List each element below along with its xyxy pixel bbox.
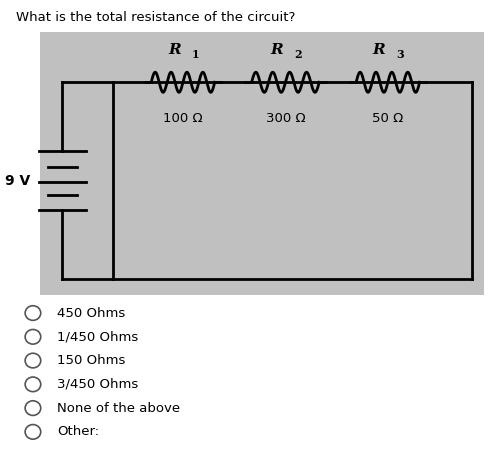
Text: Other:: Other: [57,425,99,438]
Text: 1: 1 [192,49,200,60]
FancyBboxPatch shape [40,32,484,295]
Text: 3: 3 [397,49,405,60]
Text: 150 Ohms: 150 Ohms [57,354,125,367]
Text: R: R [270,43,283,57]
Text: 3/450 Ohms: 3/450 Ohms [57,378,139,391]
Text: 450 Ohms: 450 Ohms [57,307,125,319]
Text: R: R [168,43,180,57]
Text: What is the total resistance of the circuit?: What is the total resistance of the circ… [16,11,295,24]
Text: 9 V: 9 V [5,174,31,187]
Text: None of the above: None of the above [57,402,180,414]
Text: 1/450 Ohms: 1/450 Ohms [57,330,139,343]
Text: 100 Ω: 100 Ω [163,112,203,125]
Text: 2: 2 [294,49,302,60]
Text: 50 Ω: 50 Ω [372,112,404,125]
Text: R: R [373,43,385,57]
Text: 300 Ω: 300 Ω [266,112,305,125]
